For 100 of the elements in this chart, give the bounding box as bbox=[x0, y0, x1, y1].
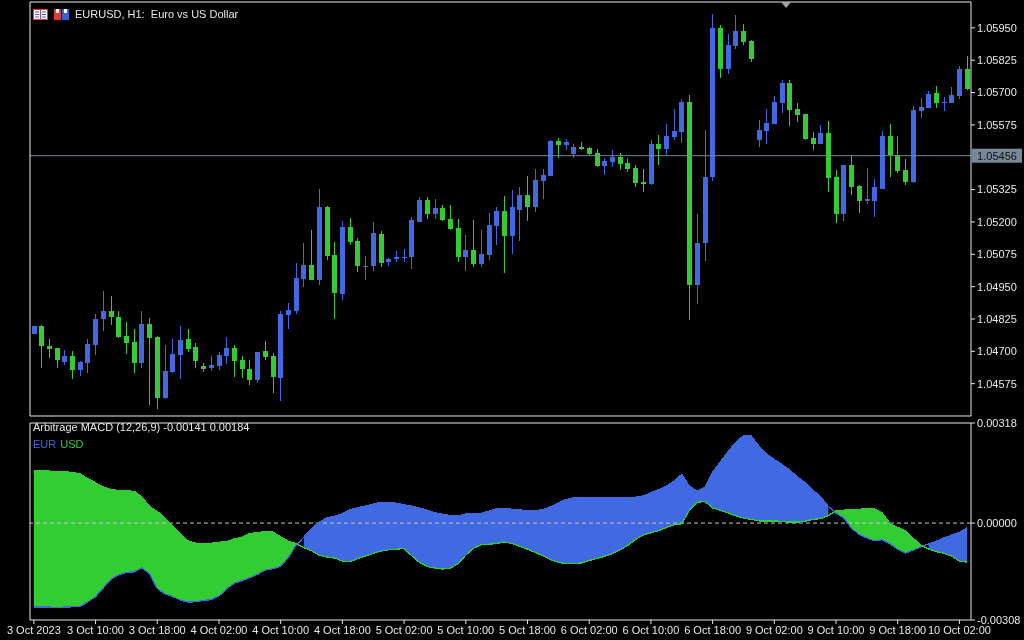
candlestick bbox=[487, 213, 492, 260]
candlestick bbox=[209, 356, 214, 371]
series-label: USD bbox=[60, 438, 84, 451]
candlestick bbox=[625, 158, 630, 172]
candlestick bbox=[502, 196, 507, 273]
x-tick-label: 9 Oct 18:00 bbox=[869, 623, 927, 636]
candlestick bbox=[39, 325, 44, 368]
candlestick bbox=[340, 221, 345, 300]
candlestick bbox=[780, 80, 785, 113]
candlestick bbox=[926, 91, 931, 108]
candlestick bbox=[240, 356, 245, 378]
x-tick-label: 4 Oct 18:00 bbox=[313, 623, 371, 636]
candlestick bbox=[872, 179, 877, 217]
y-tick-label: 0.00318 bbox=[977, 416, 1017, 429]
candlestick bbox=[178, 326, 183, 379]
candlestick bbox=[911, 106, 916, 183]
candlestick bbox=[587, 147, 592, 155]
ref-line-label: 1.05456 bbox=[977, 149, 1017, 162]
x-tick-label: 5 Oct 18:00 bbox=[499, 623, 556, 636]
chart-title: Arbitrage MACD (12,26,9) -0.00141 0.00184 bbox=[33, 421, 250, 434]
y-tick-label: 1.04950 bbox=[977, 280, 1017, 293]
x-tick-label: 5 Oct 10:00 bbox=[437, 623, 495, 636]
candlestick bbox=[942, 97, 947, 111]
candlestick bbox=[85, 339, 90, 373]
candlestick bbox=[471, 220, 476, 267]
x-tick-label: 9 Oct 02:00 bbox=[745, 623, 803, 636]
candlestick bbox=[649, 140, 654, 185]
candlestick bbox=[795, 103, 800, 122]
candlestick bbox=[463, 235, 468, 271]
candlestick bbox=[703, 130, 708, 261]
candlestick bbox=[903, 159, 908, 185]
x-tick-label: 4 Oct 10:00 bbox=[252, 623, 310, 636]
candlestick bbox=[70, 351, 75, 379]
candlestick bbox=[764, 109, 769, 144]
candlestick bbox=[548, 140, 553, 176]
candlestick bbox=[101, 291, 106, 331]
y-tick-label: 1.04825 bbox=[977, 312, 1017, 325]
text: EURUSD, H1: Euro vs US Dollar bbox=[75, 8, 239, 21]
candlestick bbox=[363, 256, 368, 280]
candlestick bbox=[541, 169, 546, 199]
candlestick bbox=[139, 311, 144, 368]
candlestick bbox=[371, 222, 376, 271]
candlestick bbox=[710, 14, 715, 181]
candlestick bbox=[47, 339, 52, 358]
candlestick bbox=[124, 322, 129, 354]
candlestick bbox=[286, 303, 291, 329]
candlestick bbox=[386, 258, 391, 266]
candlestick bbox=[517, 187, 522, 241]
candlestick bbox=[193, 343, 198, 368]
candlestick bbox=[880, 131, 885, 189]
candlestick bbox=[263, 341, 268, 360]
candlestick bbox=[841, 165, 846, 221]
candlestick bbox=[718, 25, 723, 78]
candlestick bbox=[109, 296, 114, 325]
candlestick bbox=[309, 230, 314, 280]
candlestick bbox=[78, 361, 83, 376]
candlestick bbox=[849, 156, 854, 195]
candlestick bbox=[456, 219, 461, 262]
candlestick bbox=[564, 139, 569, 150]
candlestick bbox=[818, 125, 823, 144]
candlestick bbox=[132, 329, 137, 373]
candlestick bbox=[741, 24, 746, 45]
candlestick bbox=[317, 189, 322, 285]
x-tick-label: 9 Oct 10:00 bbox=[807, 623, 865, 636]
candlestick bbox=[888, 124, 893, 177]
candlestick bbox=[687, 95, 692, 320]
y-tick-label: 1.05200 bbox=[977, 215, 1017, 228]
candlestick bbox=[147, 318, 152, 405]
candlestick bbox=[402, 249, 407, 262]
candlestick bbox=[865, 168, 870, 204]
x-tick-label: 4 Oct 02:00 bbox=[190, 623, 248, 636]
candlestick bbox=[919, 98, 924, 118]
candlestick bbox=[494, 207, 499, 245]
candlestick bbox=[679, 99, 684, 143]
candlestick bbox=[325, 206, 330, 260]
candlestick bbox=[749, 40, 754, 62]
candlestick bbox=[394, 251, 399, 262]
candlestick bbox=[278, 311, 283, 401]
candlestick bbox=[255, 352, 260, 383]
candlestick bbox=[294, 263, 299, 314]
candlestick bbox=[170, 339, 175, 373]
y-tick-label: 1.05700 bbox=[977, 86, 1017, 99]
candlestick bbox=[618, 153, 623, 170]
candlestick bbox=[163, 345, 168, 399]
candlestick bbox=[757, 120, 762, 147]
candlestick bbox=[695, 214, 700, 304]
candlestick bbox=[355, 238, 360, 272]
candlestick bbox=[224, 337, 229, 364]
candlestick bbox=[664, 124, 669, 155]
candlestick bbox=[55, 348, 60, 368]
candlestick bbox=[803, 114, 808, 140]
x-tick-label: 3 Oct 10:00 bbox=[67, 623, 124, 636]
y-tick-label: 1.05325 bbox=[977, 183, 1017, 196]
candlestick bbox=[217, 352, 222, 370]
candlestick bbox=[417, 197, 422, 222]
y-tick-label: -0.00308 bbox=[977, 613, 1021, 626]
candlestick bbox=[641, 169, 646, 192]
candlestick bbox=[348, 218, 353, 245]
candlestick bbox=[232, 345, 237, 377]
candlestick bbox=[116, 311, 121, 338]
